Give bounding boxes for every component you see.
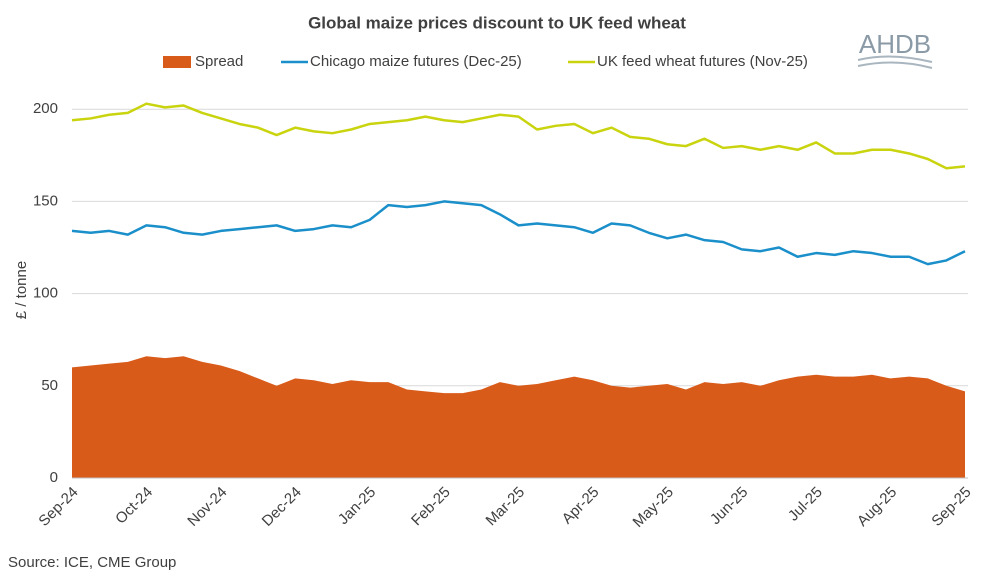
x-tick-label: Jul-25 bbox=[785, 484, 826, 525]
y-tick-label: 150 bbox=[33, 192, 58, 209]
y-tick-label: 200 bbox=[33, 100, 58, 117]
x-tick-label: May-25 bbox=[630, 484, 677, 531]
x-tick-label: Oct-24 bbox=[112, 484, 156, 528]
x-tick-label: Mar-25 bbox=[483, 484, 529, 530]
x-tick-label: Feb-25 bbox=[408, 484, 454, 530]
y-tick-label: 100 bbox=[33, 285, 58, 302]
series-line bbox=[71, 102, 966, 170]
x-tick-label: Sep-25 bbox=[928, 484, 974, 530]
source: Source: ICE, CME Group bbox=[8, 554, 176, 571]
x-tick-label: Jan-25 bbox=[335, 484, 379, 528]
logo-swoosh bbox=[857, 55, 933, 69]
x-tick-label: Sep-24 bbox=[35, 484, 81, 530]
legend-label: Chicago maize futures (Dec-25) bbox=[310, 53, 522, 70]
logo: AHDB bbox=[859, 29, 931, 59]
x-tick-label: Jun-25 bbox=[707, 484, 751, 528]
x-tick-label: Apr-25 bbox=[559, 484, 603, 528]
series-line bbox=[71, 200, 966, 266]
spread-area bbox=[72, 356, 965, 478]
legend-label: UK feed wheat futures (Nov-25) bbox=[597, 53, 808, 70]
legend-swatch bbox=[163, 56, 191, 68]
y-tick-label: 0 bbox=[50, 469, 58, 486]
x-tick-label: Aug-25 bbox=[854, 484, 900, 530]
legend-label: Spread bbox=[195, 53, 243, 70]
y-tick-label: 50 bbox=[41, 377, 58, 394]
chart-title: Global maize prices discount to UK feed … bbox=[308, 13, 686, 32]
y-axis-label: £ / tonne bbox=[13, 261, 30, 319]
x-tick-label: Nov-24 bbox=[184, 484, 230, 530]
x-tick-label: Dec-24 bbox=[259, 484, 305, 530]
